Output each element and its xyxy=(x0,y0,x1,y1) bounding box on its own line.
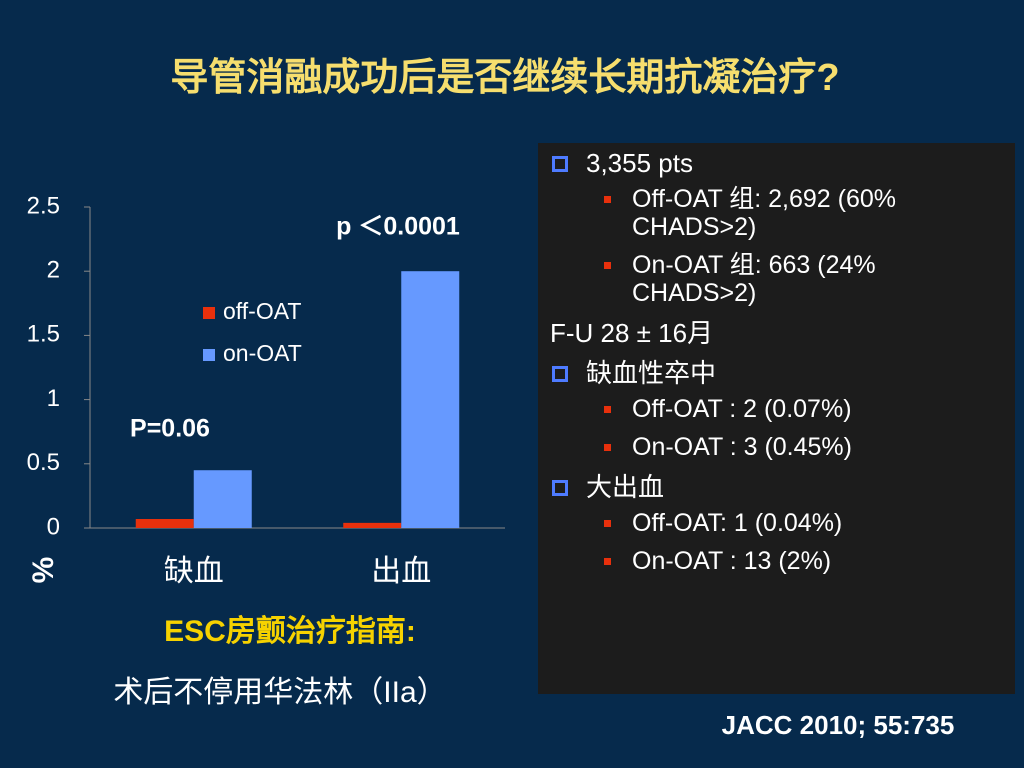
panel-item: On-OAT 组: 663 (24% CHADS>2) xyxy=(550,251,922,307)
citation: JACC 2010; 55:735 xyxy=(722,710,955,740)
guideline-text: 术后不停用华法林（IIa） xyxy=(113,676,446,709)
bar xyxy=(343,522,402,528)
y-tick-label: 1 xyxy=(47,385,60,412)
panel-heading: 3,355 pts xyxy=(550,147,1005,179)
y-tick-label: 2.5 xyxy=(27,192,60,219)
y-tick-label: 2 xyxy=(47,257,60,284)
panel-item: Off-OAT: 1 (0.04%) xyxy=(550,509,922,537)
panel-heading: 大出血 xyxy=(550,471,1005,503)
legend-swatch xyxy=(203,349,215,361)
legend-label: on-OAT xyxy=(223,340,302,366)
panel-item: Off-OAT : 2 (0.07%) xyxy=(550,395,922,423)
bar xyxy=(135,519,194,528)
y-tick-label: 0 xyxy=(47,513,60,540)
info-panel: 3,355 pts Off-OAT 组: 2,692 (60% CHADS>2) O… xyxy=(538,143,1015,694)
slide-title: 导管消融成功后是否继续长期抗凝治疗? xyxy=(170,57,839,99)
panel-note: F-U 28 ± 16月 xyxy=(550,318,714,348)
annotation: P=0.06 xyxy=(130,415,210,443)
y-tick-label: 0.5 xyxy=(27,449,60,476)
x-tick-label: 缺血 xyxy=(164,555,224,588)
x-tick-label: 出血 xyxy=(371,555,431,588)
bar xyxy=(193,470,252,528)
panel-item: On-OAT : 13 (2%) xyxy=(550,547,922,575)
y-tick-label: 1.5 xyxy=(27,321,60,348)
panel-item: Off-OAT 组: 2,692 (60% CHADS>2) xyxy=(550,185,922,241)
guideline-title: ESC房颤治疗指南: xyxy=(164,615,416,648)
panel-heading: 缺血性卒中 xyxy=(550,357,1005,389)
y-axis-label: % xyxy=(27,557,60,584)
legend-label: off-OAT xyxy=(223,298,301,324)
legend-swatch xyxy=(203,307,215,319)
bar xyxy=(401,271,460,528)
panel-item: On-OAT : 3 (0.45%) xyxy=(550,433,922,461)
annotation: p ＜0.0001 xyxy=(336,213,460,241)
